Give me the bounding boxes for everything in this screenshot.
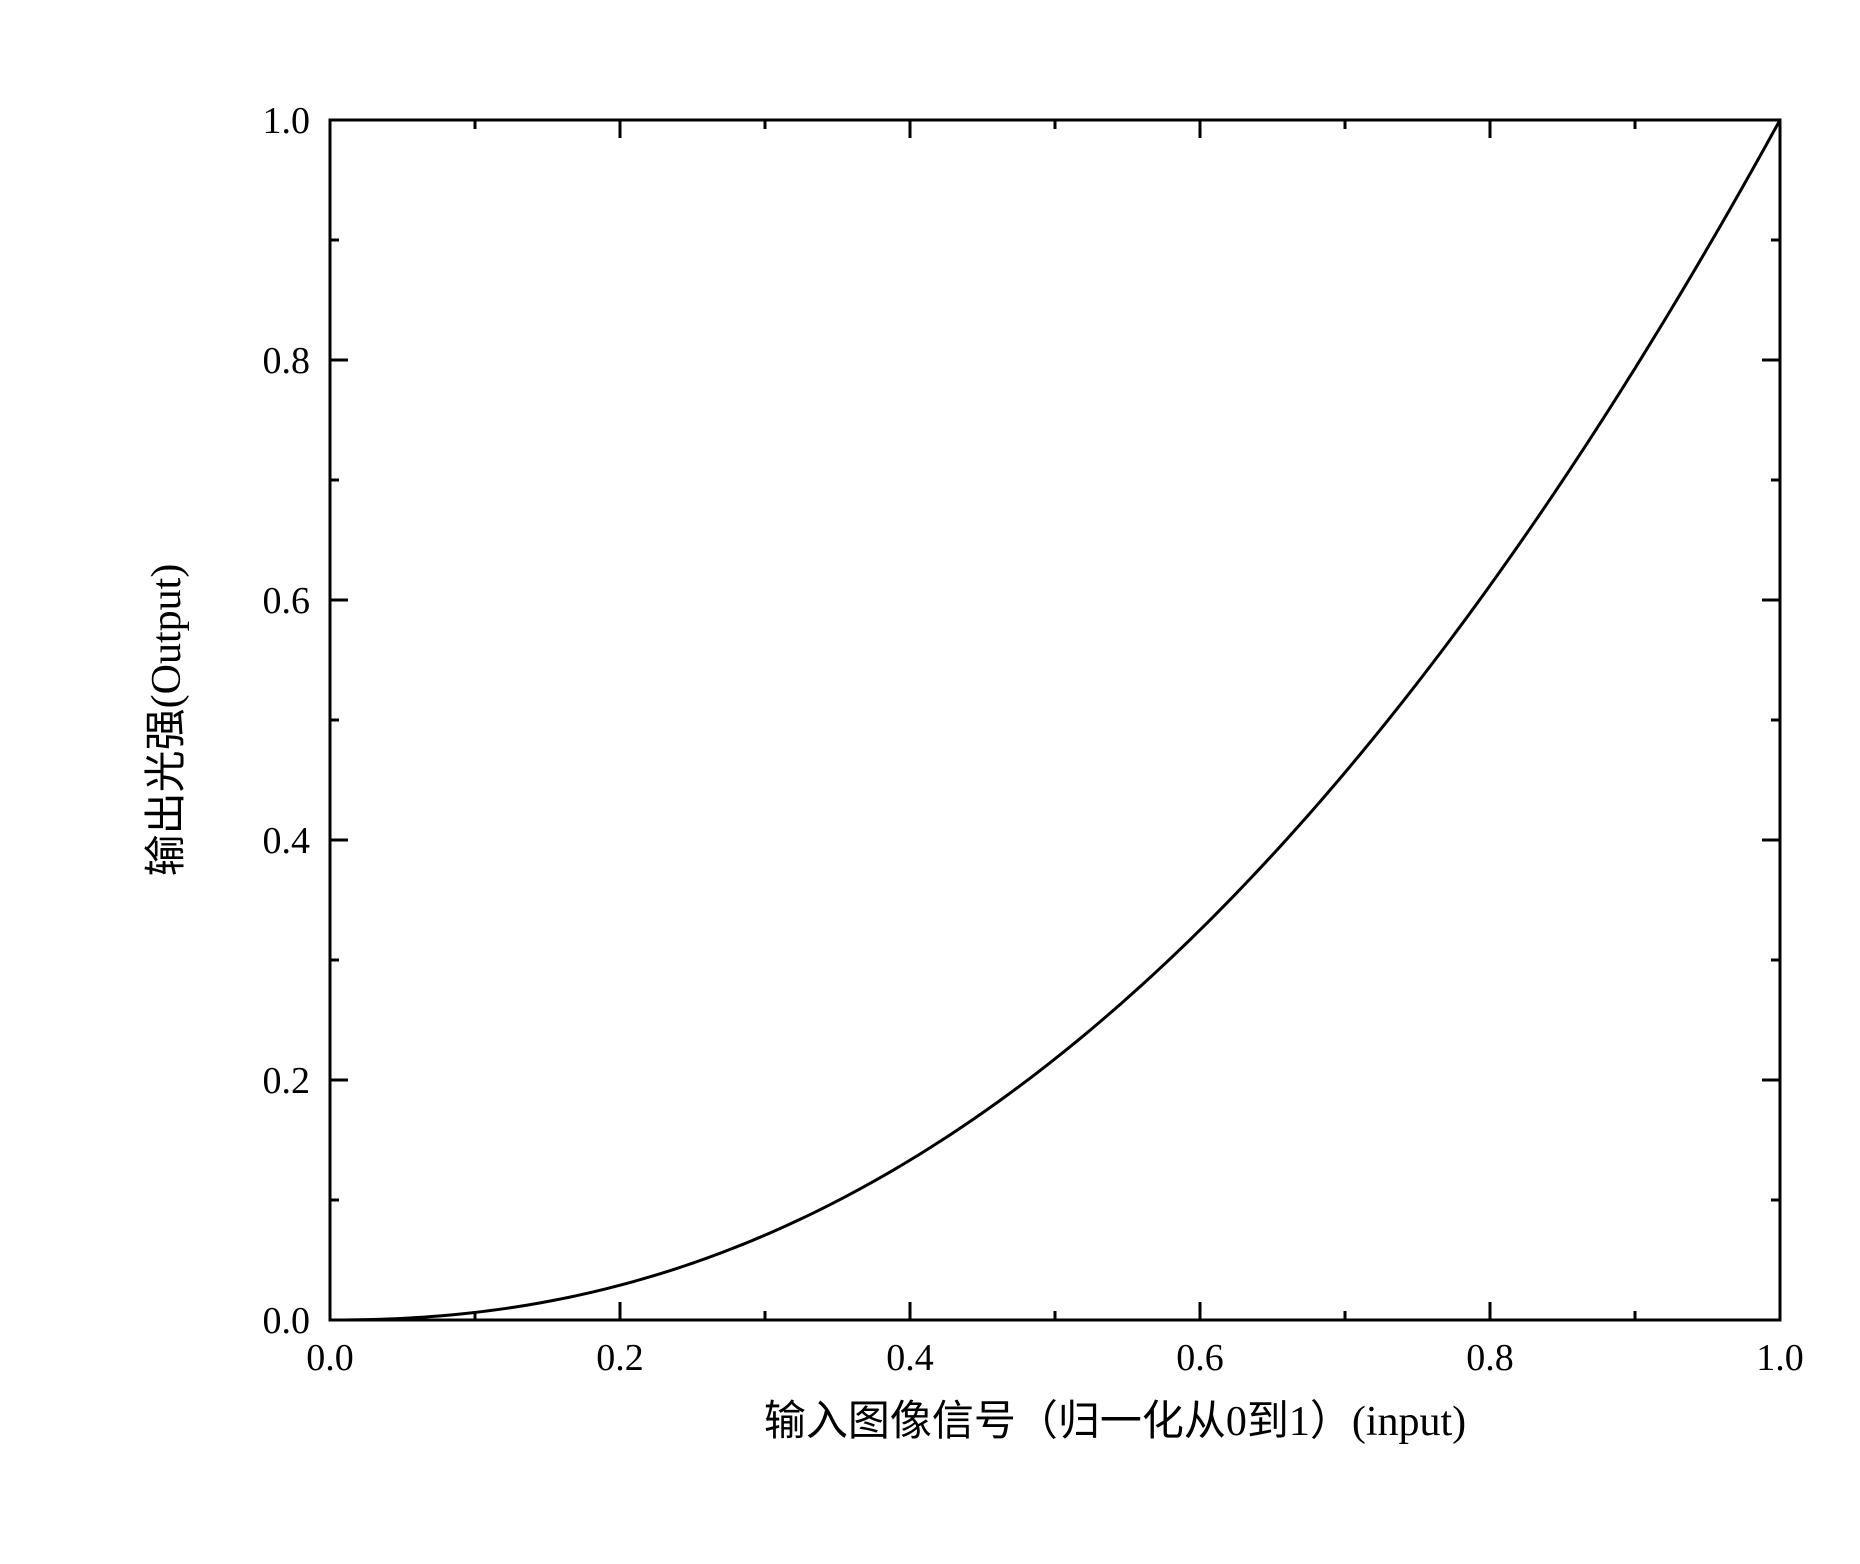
y-tick-label: 0.4 — [263, 820, 311, 862]
y-tick-label: 1.0 — [263, 100, 311, 142]
x-tick-label: 0.2 — [596, 1337, 644, 1379]
x-tick-label: 1.0 — [1756, 1337, 1804, 1379]
y-axis-label: 输出光强(Output) — [144, 564, 190, 877]
y-tick-label: 0.2 — [263, 1060, 311, 1102]
y-tick-label: 0.8 — [263, 340, 311, 382]
gamma-curve-chart: 0.0 0.2 0.4 0.6 0.8 1.0 0.0 0.2 0.4 0.6 0.8 1.0 输入图像… — [0, 0, 1860, 1564]
x-tick-label: 0.4 — [886, 1337, 934, 1379]
y-tick-label: 0.6 — [263, 580, 311, 622]
y-tick-label: 0.0 — [263, 1300, 311, 1342]
x-axis-label: 输入图像信号（归一化从0到1）(input) — [764, 1399, 1466, 1445]
chart-container: 0.0 0.2 0.4 0.6 0.8 1.0 0.0 0.2 0.4 0.6 0.8 1.0 输入图像… — [0, 0, 1860, 1564]
x-tick-label: 0.8 — [1466, 1337, 1514, 1379]
x-tick-label: 0.6 — [1176, 1337, 1224, 1379]
x-tick-label: 0.0 — [306, 1337, 354, 1379]
